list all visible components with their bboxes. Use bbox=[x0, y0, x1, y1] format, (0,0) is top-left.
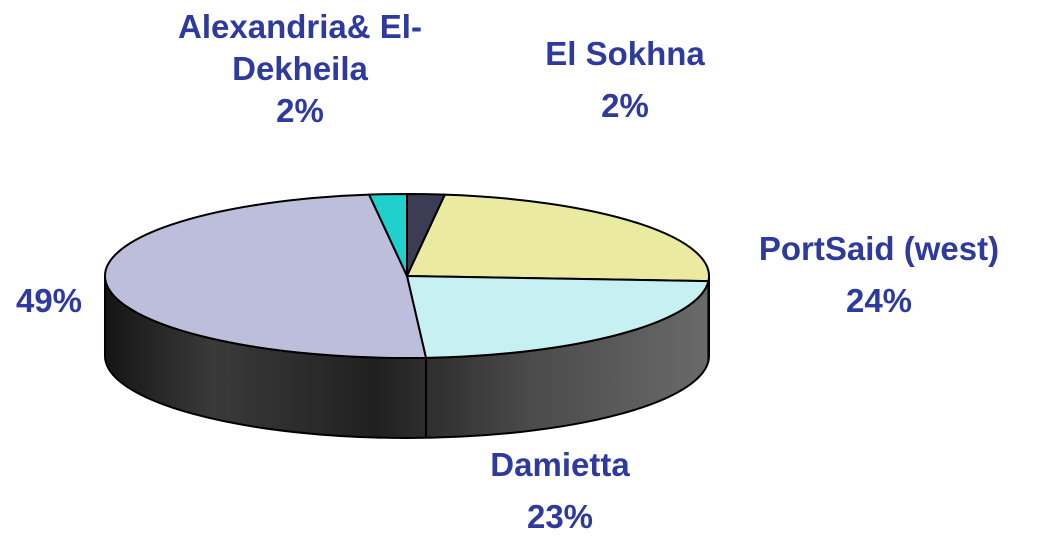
slice-value-damietta: 23% bbox=[526, 498, 594, 535]
slice-value-el-sokhna: 2% bbox=[601, 87, 649, 124]
slice-value-alexandria: 2% bbox=[276, 92, 324, 129]
slice-value-unlabeled: 49% bbox=[15, 282, 83, 319]
slice-label-alexandria-line2: Dekheila bbox=[232, 50, 368, 87]
slice-label-damietta: Damietta 23% bbox=[460, 444, 660, 538]
pie-slice-4 bbox=[368, 193, 408, 277]
pie-slice-3 bbox=[104, 193, 427, 359]
pie-slice-2 bbox=[406, 275, 710, 359]
slice-label-damietta-name: Damietta bbox=[490, 446, 630, 483]
slice-label-el-sokhna-name: El Sokhna bbox=[545, 35, 705, 72]
pie-slice-1 bbox=[406, 193, 710, 283]
slice-label-el-sokhna: El Sokhna 2% bbox=[520, 33, 730, 127]
slice-label-alexandria: Alexandria& El- Dekheila 2% bbox=[145, 6, 455, 132]
pie-top-layer bbox=[104, 193, 710, 359]
slice-value-portsaid: 24% bbox=[845, 282, 913, 319]
slice-label-portsaid: PortSaid (west) 24% bbox=[724, 228, 1034, 322]
slice-label-alexandria-line1: Alexandria& El- bbox=[178, 8, 422, 45]
slice-label-portsaid-name: PortSaid (west) bbox=[758, 230, 1000, 267]
